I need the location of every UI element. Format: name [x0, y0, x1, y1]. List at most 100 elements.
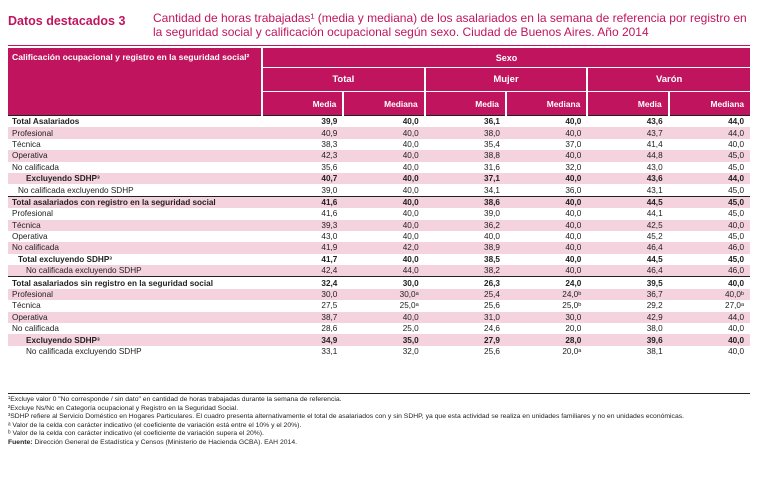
row-label: Total excluyendo SDHP³ [18, 254, 113, 264]
row-label: Total Asalariados [8, 115, 262, 128]
table-cell: 45,0 [668, 195, 750, 209]
table-row: Total excluyendo SDHP³ 41,7 40,0 38,5 40,0 44… [8, 254, 750, 265]
row-label: Total asalariados con registro en la seg… [8, 195, 262, 209]
section-label: Datos destacados 3 [8, 14, 126, 28]
table-cell: 38,1 [646, 347, 663, 356]
table-row: Operativa 38,7 40,0 31,0 30,0 42,9 44,0 [8, 311, 750, 324]
table-cell: 41,9 [262, 242, 344, 254]
table-cell: 40,0 [402, 254, 419, 264]
column-header-media: Media [423, 91, 506, 116]
row-label: Profesional [8, 288, 262, 301]
footnote: ²Excluye Ns/Nc en Categoría ocupacional … [8, 404, 239, 412]
table-cell: 38,6 [424, 195, 506, 209]
table-row: Técnica 27,5 25,0ᵃ 25,6 25,0ᵇ 29,2 27,0ᵃ [8, 300, 750, 311]
table-cell: 43,6 [587, 172, 669, 185]
table-cell: 38,0 [424, 127, 506, 139]
table-cell: 40,0 [343, 219, 425, 231]
column-header-media: Media [586, 91, 669, 116]
row-header: Calificación ocupacional y registro en l… [8, 48, 262, 116]
table-cell: 41,4 [646, 139, 663, 149]
row-label: Profesional [12, 209, 53, 219]
table-cell: 42,0 [343, 242, 425, 254]
table-cell: 44,0 [343, 265, 425, 277]
table-cell: 30,0 [343, 276, 425, 289]
table-cell: 41,6 [321, 209, 338, 219]
table-cell: 40,0 [402, 139, 419, 149]
table-cell: 25,0ᵇ [562, 301, 582, 311]
table-row: Profesional 30,0 30,0ᵃ 25,4 24,0ᵇ 36,7 40,0ᵇ [8, 288, 750, 301]
table-cell: 34,9 [262, 334, 344, 346]
table-cell: 44,0 [668, 115, 750, 128]
table-cell: 31,6 [484, 162, 500, 172]
table-cell: 40,0 [728, 139, 744, 149]
table-cell: 28,6 [321, 324, 338, 334]
table-cell: 44,5 [587, 195, 669, 209]
table-cell: 40,0 [565, 254, 582, 264]
table-cell: 38,9 [424, 242, 506, 254]
table-cell: 40,0 [505, 219, 588, 231]
table-cell: 42,5 [587, 219, 669, 231]
table-row: Profesional 40,9 40,0 38,0 40,0 43,7 44,0 [8, 127, 750, 139]
table-cell: 40,0 [505, 195, 588, 209]
table-row: Excluyendo SDHP³ 40,7 40,0 37,1 40,0 43,6 44,0 [8, 172, 750, 185]
table-cell: 40,7 [262, 172, 344, 185]
table-cell: 36,0 [565, 185, 582, 195]
table-cell: 44,0 [668, 311, 750, 324]
table-cell: 45,0 [728, 209, 744, 219]
table-cell: 40,0 [505, 115, 588, 128]
table-cell: 28,0 [505, 334, 588, 346]
table-cell: 40,0 [728, 324, 744, 334]
row-label: No calificada [12, 162, 59, 172]
table-cell: 37,1 [424, 172, 506, 185]
table-cell: 40,0 [505, 172, 588, 185]
table-cell: 41,7 [321, 254, 338, 264]
table-cell: 34,1 [484, 185, 500, 195]
column-group-varon: Varón [586, 67, 750, 92]
table-cell: 44,5 [646, 254, 663, 264]
row-label: Operativa [8, 150, 262, 162]
table-cell: 25,0ᵃ [399, 301, 419, 311]
table-cell: 37,0 [565, 139, 582, 149]
table-cell: 27,5 [321, 301, 338, 311]
table-row: No calificada excluyendo SDHP 33,1 32,0 25,… [8, 346, 750, 357]
table-cell: 43,6 [587, 115, 669, 128]
table-cell: 40,0 [565, 209, 582, 219]
table-cell: 30,0 [262, 288, 344, 301]
footnote: ¹Excluye valor 0 "No corresponde / sin d… [8, 396, 342, 403]
row-label: Profesional [8, 127, 262, 139]
column-header-mediana: Mediana [667, 91, 750, 116]
table-cell: 39,0 [484, 209, 500, 219]
table-cell: 26,3 [424, 276, 506, 289]
table-cell: 40,0 [668, 334, 750, 346]
table-cell: 42,3 [262, 150, 344, 162]
table-cell: 45,0 [728, 162, 744, 172]
row-label: No calificada excluyendo SDHP [8, 265, 262, 277]
table-row: Total Asalariados 39,9 40,0 36,1 40,0 43,6 44,… [8, 115, 750, 128]
footnote: ᵃ Valor de la celda con carácter indicat… [8, 421, 302, 429]
table-cell: 46,4 [587, 242, 669, 254]
table-cell: 42,4 [262, 265, 344, 277]
table-cell: 43,0 [646, 162, 663, 172]
table-cell: 45,0 [728, 254, 744, 264]
table-cell: 44,1 [646, 209, 663, 219]
table-cell: 38,2 [424, 265, 506, 277]
table-row: No calificada 28,6 25,0 24,6 20,0 38,0 40,0 [8, 323, 750, 334]
table-row: Técnica 38,3 40,0 35,4 37,0 41,4 40,0 [8, 139, 750, 150]
table-row: Operativa 43,0 40,0 40,0 40,0 45,2 45,0 [8, 231, 750, 242]
table-cell: 40,0 [668, 276, 750, 289]
column-group-mujer: Mujer [423, 67, 588, 92]
row-label: No calificada [12, 324, 59, 334]
table-cell: 25,4 [424, 288, 506, 301]
table-cell: 40,0 [565, 232, 582, 242]
column-header-mediana: Mediana [342, 91, 425, 116]
table-cell: 32,0 [565, 162, 582, 172]
table-cell: 39,5 [587, 276, 669, 289]
column-group-total: Total [261, 67, 425, 92]
table-cell: 40,0 [343, 150, 425, 162]
table-cell: 31,0 [424, 311, 506, 324]
table-cell: 40,9 [262, 127, 344, 139]
data-table: Calificación ocupacional y registro en l… [8, 48, 750, 357]
row-label: Excluyendo SDHP³ [8, 172, 262, 185]
table-cell: 44,0 [668, 172, 750, 185]
row-label: Operativa [8, 311, 262, 324]
